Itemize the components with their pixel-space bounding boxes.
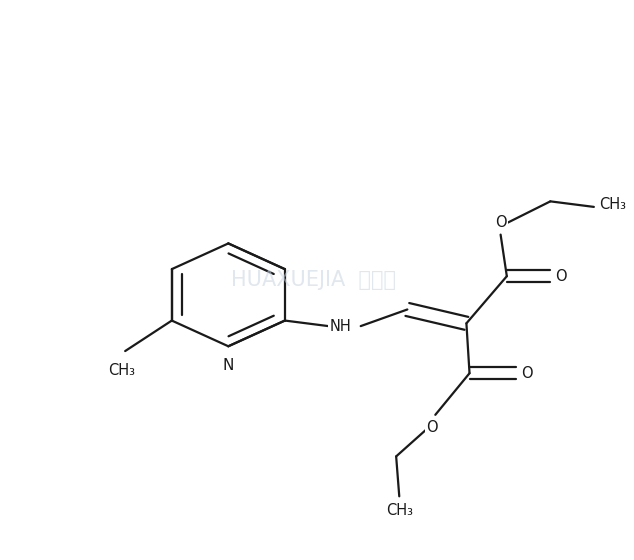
Text: O: O — [427, 421, 438, 435]
Text: O: O — [495, 215, 507, 230]
Text: N: N — [223, 358, 234, 374]
Text: O: O — [521, 366, 533, 381]
Text: HUAXUEJIA  化学加: HUAXUEJIA 化学加 — [231, 270, 396, 290]
Text: O: O — [555, 269, 567, 284]
Text: NH: NH — [330, 319, 351, 334]
Text: CH₃: CH₃ — [385, 503, 413, 518]
Text: CH₃: CH₃ — [599, 197, 626, 212]
Text: CH₃: CH₃ — [108, 363, 136, 378]
